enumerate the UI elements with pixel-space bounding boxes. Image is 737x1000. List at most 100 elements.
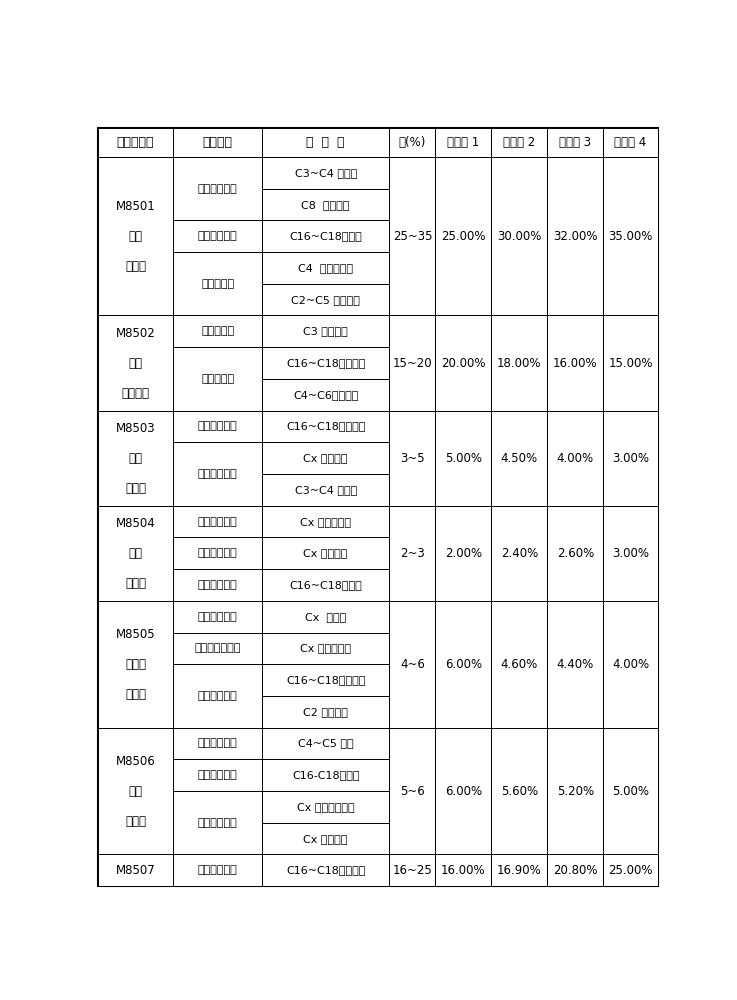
Bar xyxy=(98,854,173,886)
Text: C16~C18脂肪酸皂: C16~C18脂肪酸皂 xyxy=(286,358,366,368)
Text: 16.00%: 16.00% xyxy=(441,864,486,877)
Bar xyxy=(98,411,173,506)
Text: 25.00%: 25.00% xyxy=(608,864,653,877)
Text: 3.00%: 3.00% xyxy=(612,547,649,560)
Bar xyxy=(173,759,262,791)
Bar xyxy=(548,128,604,157)
Bar xyxy=(436,315,492,411)
Text: 16.00%: 16.00% xyxy=(553,357,598,370)
Bar xyxy=(262,791,389,823)
Bar xyxy=(389,411,436,506)
Text: 4.60%: 4.60% xyxy=(500,658,538,671)
Text: 占(%): 占(%) xyxy=(399,136,426,149)
Text: 4.00%: 4.00% xyxy=(612,658,649,671)
Bar xyxy=(173,728,262,759)
Bar xyxy=(262,474,389,506)
Bar xyxy=(436,728,492,854)
Text: 20.80%: 20.80% xyxy=(553,864,598,877)
Bar xyxy=(173,633,262,664)
Bar xyxy=(98,728,173,854)
Bar xyxy=(492,601,548,728)
Text: 低温抗冻组分: 低温抗冻组分 xyxy=(198,231,237,241)
Text: Cx 脂肪胺、钙盐: Cx 脂肪胺、钙盐 xyxy=(297,802,354,812)
Bar xyxy=(389,128,436,157)
Bar xyxy=(389,157,436,315)
Bar xyxy=(436,506,492,601)
Bar xyxy=(173,569,262,601)
Text: 16.90%: 16.90% xyxy=(497,864,542,877)
Text: C4  正构脂肪醇: C4 正构脂肪醇 xyxy=(298,263,353,273)
Bar xyxy=(389,854,436,886)
Text: 4.50%: 4.50% xyxy=(500,452,538,465)
Bar xyxy=(548,411,604,506)
Bar xyxy=(262,854,389,886)
Text: 6.00%: 6.00% xyxy=(445,785,482,798)
Bar xyxy=(604,506,657,601)
Text: C8  异构烷烃: C8 异构烷烃 xyxy=(301,200,350,210)
Bar xyxy=(389,506,436,601)
Text: 18.00%: 18.00% xyxy=(497,357,542,370)
Bar xyxy=(604,601,657,728)
Bar xyxy=(548,506,604,601)
Text: 35.00%: 35.00% xyxy=(608,230,653,243)
Bar xyxy=(262,379,389,411)
Bar xyxy=(173,411,262,442)
Bar xyxy=(548,728,604,854)
Bar xyxy=(262,157,389,189)
Bar xyxy=(262,569,389,601)
Bar xyxy=(98,157,173,315)
Bar xyxy=(98,315,173,411)
Bar xyxy=(436,411,492,506)
Text: Cx 脂肪胺盐: Cx 脂肪胺盐 xyxy=(304,548,348,558)
Bar xyxy=(262,537,389,569)
Bar xyxy=(262,633,389,664)
Text: 6.00%: 6.00% xyxy=(445,658,482,671)
Bar xyxy=(604,315,657,411)
Bar xyxy=(262,220,389,252)
Bar xyxy=(173,537,262,569)
Text: 抗爆震组分: 抗爆震组分 xyxy=(201,326,234,336)
Text: 4~6: 4~6 xyxy=(400,658,425,671)
Text: 塑胶防腐组分: 塑胶防腐组分 xyxy=(198,612,237,622)
Bar xyxy=(173,128,262,157)
Bar xyxy=(173,315,262,347)
Text: C3 脂肪酸脂: C3 脂肪酸脂 xyxy=(304,326,348,336)
Bar xyxy=(98,128,173,157)
Bar xyxy=(436,157,492,315)
Bar xyxy=(262,347,389,379)
Text: 4.40%: 4.40% xyxy=(556,658,594,671)
Text: C2~C5 脂肪酸脂: C2~C5 脂肪酸脂 xyxy=(291,295,360,305)
Text: Cx 脂肪酸酯: Cx 脂肪酸酯 xyxy=(304,453,348,463)
Text: 降沸点组分: 降沸点组分 xyxy=(201,279,234,289)
Text: C16~C18脂肪酸皂: C16~C18脂肪酸皂 xyxy=(286,865,366,875)
Bar xyxy=(98,506,173,601)
Bar xyxy=(492,315,548,411)
Bar xyxy=(548,315,604,411)
Text: 2.60%: 2.60% xyxy=(556,547,594,560)
Bar xyxy=(492,411,548,506)
Bar xyxy=(262,664,389,696)
Text: 表面活性组分: 表面活性组分 xyxy=(198,738,237,748)
Bar xyxy=(173,854,262,886)
Text: 金属防腐组分: 金属防腐组分 xyxy=(198,517,237,527)
Bar xyxy=(262,506,389,537)
Text: 助溶冷启组分: 助溶冷启组分 xyxy=(198,184,237,194)
Text: M8503

乳化

融水剂: M8503 乳化 融水剂 xyxy=(116,422,156,495)
Bar xyxy=(262,728,389,759)
Text: C16~C18脂肪酸: C16~C18脂肪酸 xyxy=(290,580,362,590)
Bar xyxy=(548,601,604,728)
Bar xyxy=(262,411,389,442)
Text: M8505

防溶胀

脱胶剂: M8505 防溶胀 脱胶剂 xyxy=(116,628,156,701)
Bar xyxy=(262,252,389,284)
Bar xyxy=(262,696,389,728)
Text: 实施例 2: 实施例 2 xyxy=(503,136,536,149)
Text: C16~C18脂肪酸皂: C16~C18脂肪酸皂 xyxy=(286,421,366,431)
Text: M8502

抗爆

降气阻剂: M8502 抗爆 降气阻剂 xyxy=(116,327,156,400)
Text: Cx  烷基胺: Cx 烷基胺 xyxy=(305,612,346,622)
Text: 主  成  份: 主 成 份 xyxy=(307,136,345,149)
Text: 5.00%: 5.00% xyxy=(612,785,649,798)
Bar xyxy=(492,728,548,854)
Bar xyxy=(98,601,173,728)
Text: 抑制醛酸组分: 抑制醛酸组分 xyxy=(198,865,237,875)
Text: 4.00%: 4.00% xyxy=(556,452,594,465)
